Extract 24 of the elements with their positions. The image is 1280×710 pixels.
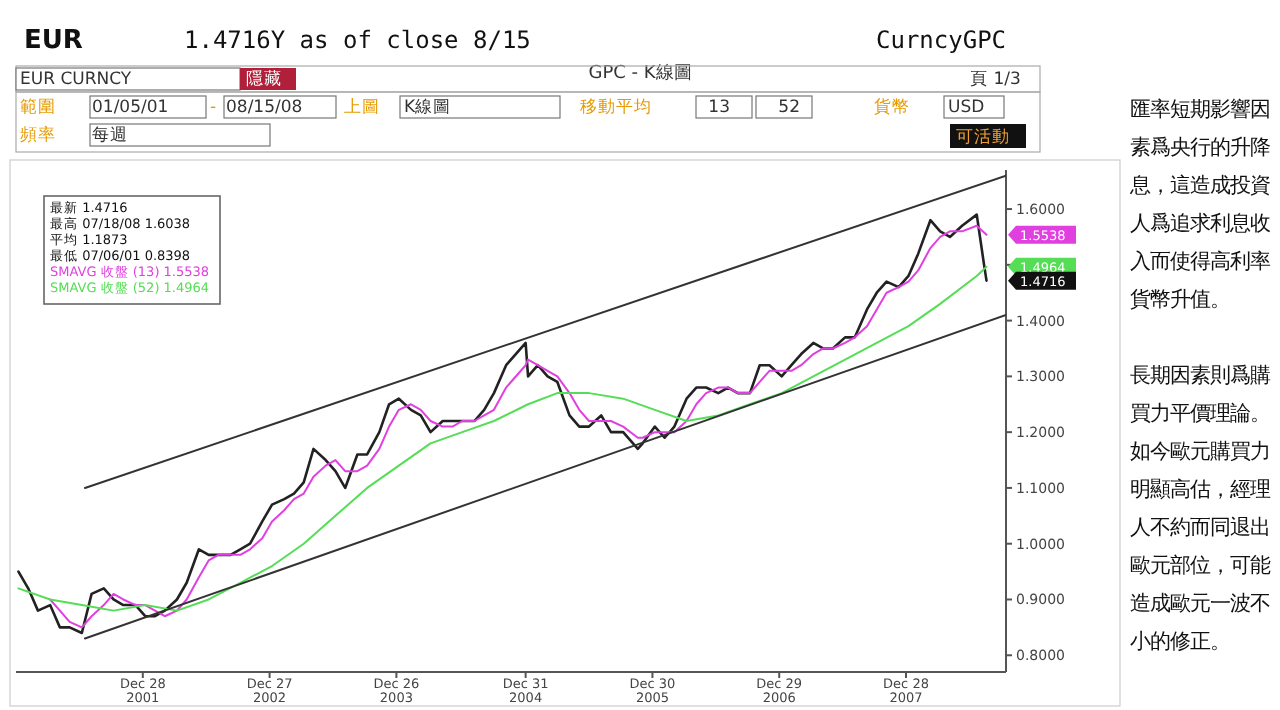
text: 範圍 xyxy=(20,96,56,118)
text: 移動平均 xyxy=(580,96,652,118)
text: 每週 xyxy=(92,124,128,146)
text: 頻率 xyxy=(20,124,56,146)
text: 隱藏 xyxy=(246,68,282,90)
text: USD xyxy=(948,98,986,118)
text: 可活動 xyxy=(956,126,1010,148)
text: 貨幣 xyxy=(874,96,910,118)
line-series xyxy=(17,265,988,612)
text: 01/05/01 xyxy=(92,98,169,118)
text: 匯率短期影響因素爲央行的升降息，這造成投資人爲追求利息收入而使得高利率貨幣升值。 xyxy=(1130,96,1272,316)
text: 長期因素則爲購買力平價理論。如今歐元購買力明顯高估，經理人不約而同退出歐元部位，可能造成歐元一波不小的修正。 xyxy=(1130,362,1273,658)
text: K線圖 xyxy=(404,96,452,118)
text: EUR xyxy=(24,26,83,56)
text: EUR CURNCY xyxy=(20,70,133,90)
text: 1.4716Y as of close 8/15 xyxy=(184,26,531,54)
title: GPC - K線圖 xyxy=(588,64,692,84)
text: - xyxy=(210,98,217,118)
text: 上圖 xyxy=(344,96,380,118)
text: 52 xyxy=(778,98,800,118)
text: CurncyGPC xyxy=(876,26,1007,54)
text: 13 xyxy=(708,98,730,118)
text: 08/15/08 xyxy=(226,98,303,118)
text: 頁 1/3 xyxy=(970,70,1021,90)
